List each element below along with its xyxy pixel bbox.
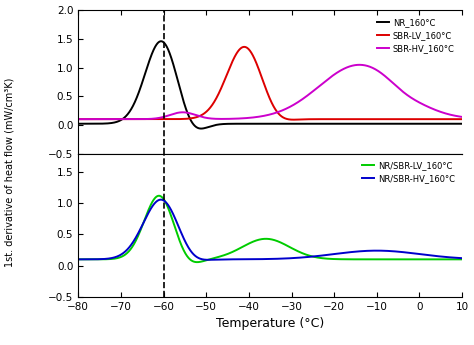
NR_160°C: [448, 122, 454, 126]
Legend: NR_160°C, SBR-LV_160°C, SBR-HV_160°C: NR_160°C, SBR-LV_160°C, SBR-HV_160°C: [374, 14, 458, 57]
SBR-HV_160°C: [459, 115, 465, 119]
Line: SBR-LV_160°C: SBR-LV_160°C: [78, 47, 462, 120]
SBR-HV_160°C: [356, 63, 362, 67]
NR/SBR-LV_160°C: [448, 257, 454, 262]
Line: NR/SBR-LV_160°C: NR/SBR-LV_160°C: [78, 196, 462, 262]
NR/SBR-HV_160°C: [75, 257, 81, 262]
NR/SBR-HV_160°C: [448, 255, 454, 259]
NR_160°C: [75, 122, 81, 126]
NR/SBR-LV_160°C: [459, 257, 465, 262]
SBR-LV_160°C: [241, 45, 247, 49]
SBR-LV_160°C: [262, 85, 268, 89]
SBR-HV_160°C: [262, 114, 268, 118]
NR/SBR-LV_160°C: [194, 260, 200, 264]
SBR-HV_160°C: [378, 71, 383, 75]
NR/SBR-HV_160°C: [252, 257, 258, 261]
NR_160°C: [158, 39, 164, 43]
SBR-HV_160°C: [448, 113, 454, 117]
NR/SBR-LV_160°C: [263, 237, 268, 241]
NR_160°C: [198, 127, 204, 131]
NR_160°C: [252, 122, 258, 126]
NR_160°C: [263, 122, 268, 126]
NR/SBR-HV_160°C: [459, 256, 465, 260]
SBR-LV_160°C: [252, 58, 258, 62]
SBR-LV_160°C: [448, 117, 454, 121]
NR/SBR-HV_160°C: [378, 249, 384, 253]
NR/SBR-LV_160°C: [448, 257, 454, 262]
NR/SBR-LV_160°C: [156, 194, 162, 198]
Legend: NR/SBR-LV_160°C, NR/SBR-HV_160°C: NR/SBR-LV_160°C, NR/SBR-HV_160°C: [358, 158, 458, 187]
NR/SBR-HV_160°C: [448, 255, 454, 259]
SBR-LV_160°C: [95, 117, 100, 121]
NR/SBR-LV_160°C: [378, 257, 384, 262]
SBR-LV_160°C: [378, 117, 384, 121]
SBR-LV_160°C: [448, 117, 454, 121]
NR/SBR-LV_160°C: [75, 257, 81, 262]
NR_160°C: [448, 122, 454, 126]
NR/SBR-HV_160°C: [263, 257, 268, 261]
NR/SBR-HV_160°C: [158, 198, 164, 202]
SBR-LV_160°C: [75, 117, 81, 121]
X-axis label: Temperature (°C): Temperature (°C): [216, 317, 324, 330]
NR_160°C: [95, 122, 100, 126]
NR/SBR-LV_160°C: [252, 239, 258, 243]
Text: 1st. derivative of heat flow (mW/cm³K): 1st. derivative of heat flow (mW/cm³K): [5, 78, 15, 267]
SBR-LV_160°C: [291, 118, 297, 122]
Line: SBR-HV_160°C: SBR-HV_160°C: [78, 65, 462, 119]
NR/SBR-HV_160°C: [95, 257, 100, 261]
NR_160°C: [378, 122, 384, 126]
NR_160°C: [459, 122, 465, 126]
NR/SBR-HV_160°C: [206, 258, 211, 262]
SBR-HV_160°C: [75, 117, 81, 121]
NR/SBR-LV_160°C: [95, 257, 100, 262]
Line: NR/SBR-HV_160°C: NR/SBR-HV_160°C: [78, 200, 462, 260]
Line: NR_160°C: NR_160°C: [78, 41, 462, 129]
SBR-HV_160°C: [95, 117, 100, 121]
SBR-HV_160°C: [252, 115, 257, 119]
SBR-LV_160°C: [459, 117, 465, 121]
SBR-HV_160°C: [448, 113, 454, 117]
